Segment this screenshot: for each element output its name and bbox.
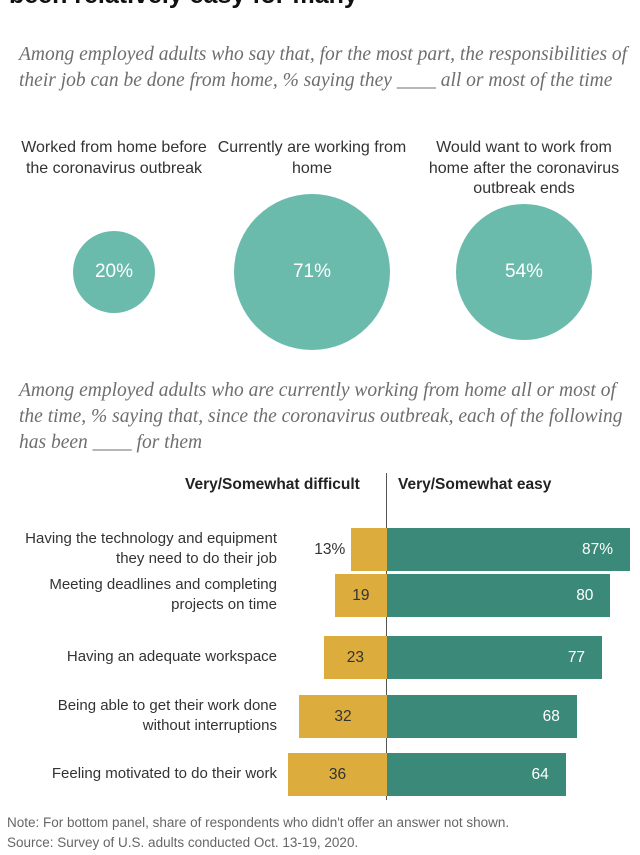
bubble: 54% <box>455 203 593 341</box>
bar-easy-value: 68 <box>542 707 560 725</box>
legend-difficult: Very/Somewhat difficult <box>185 476 360 493</box>
bar-category-label: Having the technology and equipment they… <box>25 530 277 567</box>
bar-difficult <box>299 694 387 738</box>
bar-easy-value: 87% <box>581 540 613 558</box>
bubble-label: Would want to work from home after the c… <box>428 139 620 197</box>
footer-source: Source: Survey of U.S. adults conducted … <box>7 835 359 850</box>
bar-category-label: Being able to get their work done withou… <box>57 697 277 734</box>
footer-note: Note: For bottom panel, share of respond… <box>7 815 510 830</box>
bubble: 71% <box>234 194 390 350</box>
bar-easy-value: 77 <box>567 648 586 666</box>
bar-easy-value: 80 <box>576 586 594 604</box>
chart-title: been relatively easy for many <box>9 0 629 10</box>
subtitle-top: Among employed adults who say that, for … <box>19 44 628 91</box>
legend-easy: Very/Somewhat easy <box>398 476 552 493</box>
bar-difficult-value: 19 <box>352 586 370 604</box>
bar-difficult-value: 36 <box>328 765 347 783</box>
bar-easy <box>387 635 603 679</box>
bubble-value: 54% <box>504 260 543 282</box>
bar-easy-value: 64 <box>531 765 549 783</box>
bar-category-label: Having an adequate workspace <box>66 648 277 665</box>
bubble-value: 71% <box>292 261 332 282</box>
bar-difficult <box>288 752 387 796</box>
footer: Note: For bottom panel, share of respond… <box>7 813 637 853</box>
bubble-label: Currently are working from home <box>217 139 407 177</box>
bubble-value: 20% <box>94 260 133 282</box>
bar-easy <box>387 694 577 738</box>
bar-difficult-value: 13% <box>314 540 346 558</box>
subtitle-middle: Among employed adults who are currently … <box>19 380 623 453</box>
bubble: 20% <box>72 230 156 314</box>
bar-difficult <box>351 527 387 571</box>
bar-category-label: Meeting deadlines and completing project… <box>49 576 277 613</box>
bar-difficult <box>323 635 387 679</box>
bar-easy <box>387 573 611 617</box>
bar-difficult <box>334 573 387 617</box>
bar-difficult-value: 23 <box>346 648 364 666</box>
bubble-label: Worked from home before the coronavirus … <box>21 139 207 177</box>
bar-difficult-value: 32 <box>334 707 352 725</box>
bar-easy <box>387 527 630 571</box>
bar-easy <box>387 752 566 796</box>
bar-category-label: Feeling motivated to do their work <box>51 765 277 782</box>
